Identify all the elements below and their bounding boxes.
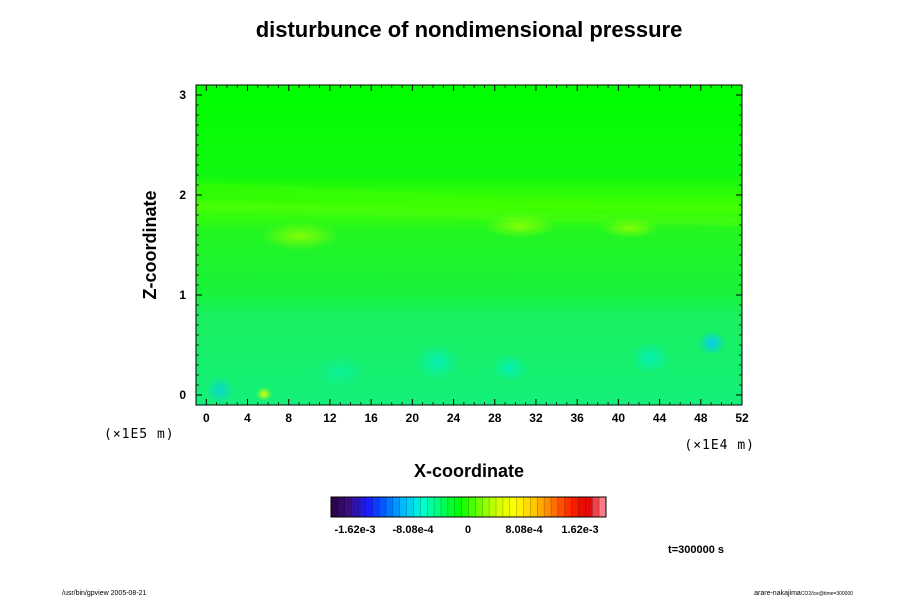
x-tick-label: 44 bbox=[653, 411, 667, 425]
x-tick-label: 24 bbox=[447, 411, 461, 425]
colorbar-cell bbox=[496, 497, 504, 517]
colorbar-label: -8.08e-4 bbox=[393, 524, 435, 536]
heatmap-blob bbox=[484, 214, 556, 238]
colorbar-cell bbox=[564, 497, 572, 517]
heatmap-blob bbox=[415, 344, 459, 380]
x-tick-label: 8 bbox=[285, 411, 292, 425]
x-tick-label: 40 bbox=[612, 411, 626, 425]
heatmap-blob bbox=[206, 376, 234, 404]
colorbar-cell bbox=[592, 497, 600, 517]
y-tick-label: 2 bbox=[179, 188, 186, 202]
heatmap-blob bbox=[600, 218, 660, 238]
colorbar-cell bbox=[523, 497, 531, 517]
heatmap-blob bbox=[492, 354, 528, 382]
x-tick-label: 0 bbox=[203, 411, 210, 425]
x-unit-label: (×1E4 m) bbox=[684, 438, 755, 453]
y-tick-label: 1 bbox=[179, 288, 186, 302]
heatmap-band-upper bbox=[196, 183, 742, 214]
colorbar-cell bbox=[475, 497, 483, 517]
footer-right-sub: CO2/ice@time=300000 bbox=[801, 591, 853, 597]
colorbar-cell bbox=[489, 497, 497, 517]
x-tick-label: 16 bbox=[364, 411, 378, 425]
colorbar-cell bbox=[599, 497, 607, 517]
heatmap-blob bbox=[630, 342, 670, 374]
colorbar-cell bbox=[358, 497, 366, 517]
x-tick-label: 52 bbox=[735, 411, 749, 425]
colorbar-cell bbox=[530, 497, 538, 517]
colorbar-cell bbox=[544, 497, 552, 517]
x-tick-label: 36 bbox=[570, 411, 584, 425]
x-axis-title: X-coordinate bbox=[414, 461, 524, 481]
colorbar-cell bbox=[482, 497, 490, 517]
x-tick-label: 12 bbox=[323, 411, 337, 425]
colorbar-cell bbox=[427, 497, 435, 517]
colorbar-cell bbox=[578, 497, 586, 517]
heatmap-blob bbox=[256, 387, 272, 401]
colorbar-cell bbox=[372, 497, 380, 517]
colorbar-cell bbox=[420, 497, 428, 517]
colorbar-cell bbox=[406, 497, 414, 517]
colorbar-cell bbox=[365, 497, 373, 517]
colorbar-cell bbox=[337, 497, 346, 517]
colorbar-frame bbox=[330, 496, 607, 518]
colorbar-cell bbox=[392, 497, 401, 517]
footer-right-main: arare-nakajima bbox=[754, 590, 801, 597]
x-tick-label: 48 bbox=[694, 411, 708, 425]
heatmap-blob bbox=[698, 331, 726, 355]
colorbar: -1.62e-3 -8.08e-4 0 8.08e-4 1.62e-3 bbox=[330, 496, 607, 536]
x-tick-label: 32 bbox=[529, 411, 543, 425]
colorbar-cell bbox=[434, 497, 442, 517]
colorbar-cell bbox=[502, 497, 511, 517]
colorbar-cell bbox=[379, 497, 387, 517]
colorbar-cell bbox=[351, 497, 359, 517]
footer-right: arare-nakajimaCO2/ice@time=300000 bbox=[754, 590, 853, 597]
colorbar-cell bbox=[537, 497, 545, 517]
plot-area bbox=[196, 85, 742, 405]
x-tick-label: 4 bbox=[244, 411, 251, 425]
colorbar-label: 1.62e-3 bbox=[561, 524, 598, 536]
colorbar-cell bbox=[585, 497, 593, 517]
colorbar-cell bbox=[461, 497, 469, 517]
colorbar-cell bbox=[447, 497, 456, 517]
colorbar-cell bbox=[509, 497, 517, 517]
time-label: t=300000 s bbox=[668, 544, 724, 556]
colorbar-cell bbox=[441, 497, 449, 517]
y-axis-title: Z-coordinate bbox=[140, 190, 160, 299]
colorbar-label: 0 bbox=[465, 524, 471, 536]
x-axis: 0 4 8 12 16 20 24 28 32 36 40 44 48 52 bbox=[195, 85, 749, 425]
colorbar-cell bbox=[331, 497, 339, 517]
y-axis: 0 1 2 3 bbox=[179, 84, 742, 406]
colorbar-cell bbox=[571, 497, 579, 517]
colorbar-cell bbox=[516, 497, 524, 517]
colorbar-label: 8.08e-4 bbox=[505, 524, 543, 536]
heatmap-blob bbox=[260, 222, 340, 250]
colorbar-label: -1.62e-3 bbox=[335, 524, 376, 536]
footer-left: /usr/bin/gpview 2005-08-21 bbox=[62, 590, 147, 597]
colorbar-cell bbox=[557, 497, 566, 517]
y-tick-label: 3 bbox=[179, 88, 186, 102]
heatmap-blob bbox=[314, 356, 366, 388]
x-tick-label: 20 bbox=[406, 411, 420, 425]
y-unit-label: (×1E5 m) bbox=[104, 427, 175, 442]
colorbar-cell bbox=[454, 497, 462, 517]
colorbar-cell bbox=[386, 497, 394, 517]
chart-title: disturbunce of nondimensional pressure bbox=[256, 17, 683, 42]
colorbar-cell bbox=[551, 497, 559, 517]
y-tick-label: 0 bbox=[179, 388, 186, 402]
heatmap-band-middle bbox=[196, 202, 742, 226]
colorbar-cell bbox=[399, 497, 407, 517]
x-tick-label: 28 bbox=[488, 411, 502, 425]
colorbar-cell bbox=[344, 497, 352, 517]
colorbar-cell bbox=[468, 497, 476, 517]
colorbar-cell bbox=[413, 497, 421, 517]
